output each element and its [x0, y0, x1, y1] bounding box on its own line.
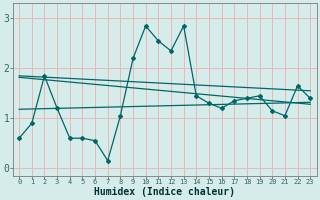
- X-axis label: Humidex (Indice chaleur): Humidex (Indice chaleur): [94, 186, 235, 197]
